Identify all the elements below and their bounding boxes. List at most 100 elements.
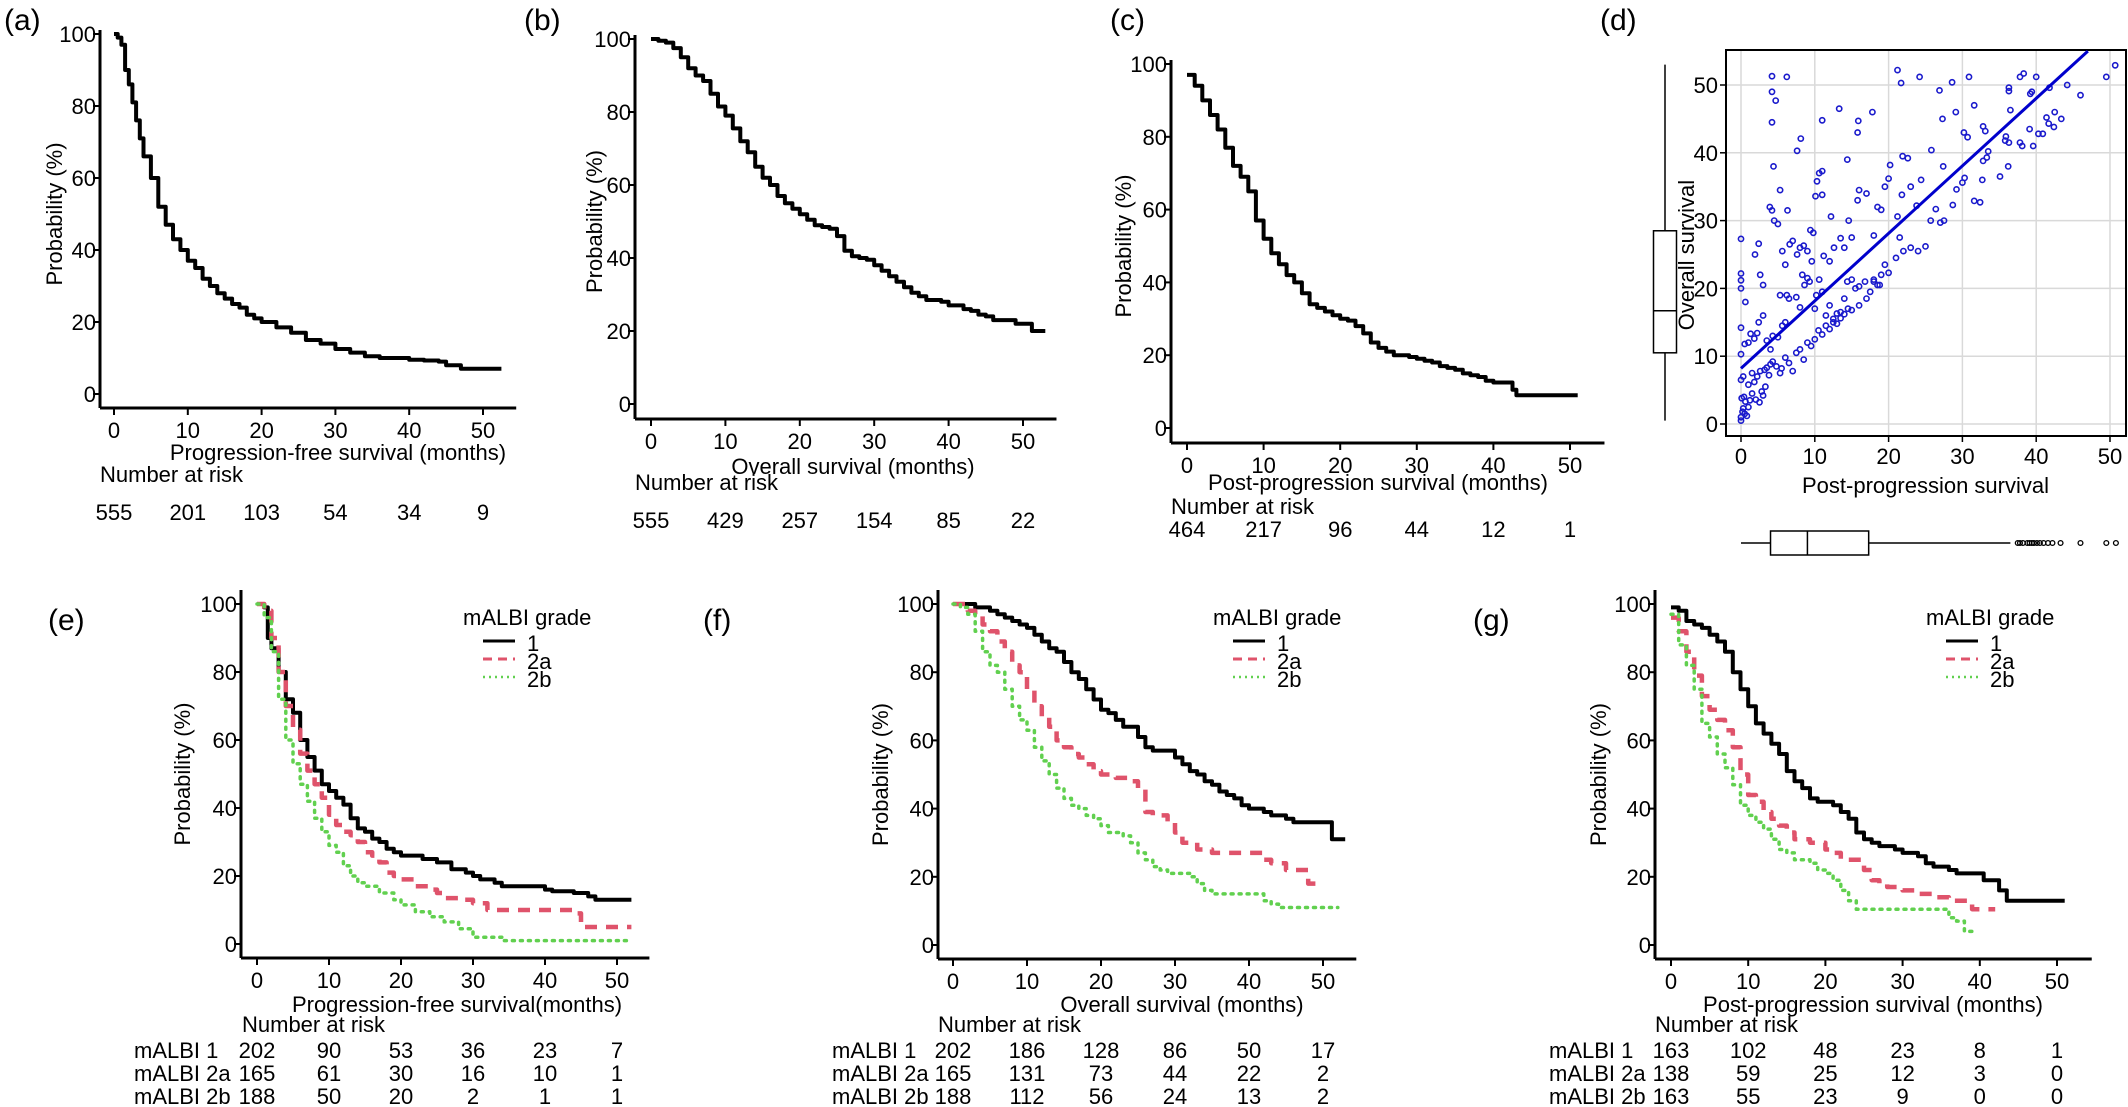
box [1652, 230, 1678, 354]
y-tick-label: 40 [1627, 797, 1651, 822]
scatter-point [1792, 293, 1800, 301]
y-axis-label: Probability (%) [1111, 174, 1136, 317]
scatter-point [1770, 217, 1778, 224]
scatter-point [1755, 240, 1763, 248]
scatter-point [2057, 115, 2065, 123]
x-tick-label: 10 [1015, 969, 1039, 994]
risk-value: 188 [239, 1084, 276, 1107]
scatter-point [1750, 378, 1758, 386]
x-tick-label: 30 [1950, 444, 1974, 469]
y-tick-label: 40 [910, 797, 934, 822]
scatter-point [1784, 206, 1791, 214]
risk-row-label: mALBI 2a [1549, 1061, 1646, 1086]
outlier-point [2033, 539, 2040, 547]
scatter-point [2001, 137, 2009, 144]
scatter-point [1855, 282, 1863, 290]
outlier-point [2077, 539, 2084, 547]
y-tick-label: 80 [1627, 660, 1651, 685]
scatter-point [1922, 242, 1929, 250]
outlier-point [2057, 539, 2064, 547]
scatter-point [1737, 284, 1745, 292]
risk-value: 20 [389, 1084, 413, 1107]
y-axis-label: Probability (%) [42, 142, 67, 285]
risk-value: 44 [1405, 517, 1429, 542]
risk-value: 1 [1564, 517, 1576, 542]
scatter-point [1833, 310, 1841, 317]
scatter-point [1877, 206, 1885, 214]
box [1769, 530, 1870, 556]
scatter-point [1855, 186, 1863, 194]
y-tick-label: 40 [607, 246, 631, 271]
y-tick-label: 0 [225, 932, 237, 957]
plot-background [1726, 50, 2126, 436]
risk-table-title: Number at risk [100, 462, 244, 487]
scatter-point [1881, 183, 1889, 191]
risk-value: 1 [611, 1061, 623, 1086]
scatter-point [1940, 217, 1948, 224]
y-tick-label: 100 [1614, 592, 1651, 617]
scatter-point [1833, 320, 1841, 328]
scatter-point [1837, 314, 1844, 322]
risk-row-label: mALBI 1 [832, 1038, 916, 1063]
legend-title: mALBI grade [463, 605, 591, 630]
risk-value: 59 [1736, 1061, 1760, 1086]
risk-value: 23 [533, 1038, 557, 1063]
risk-value: 17 [1311, 1038, 1335, 1063]
scatter-point [1737, 350, 1745, 358]
scatter-point [1978, 176, 1986, 184]
scatter-point [1826, 257, 1833, 265]
x-tick-label: 40 [936, 429, 960, 454]
scatter-point [1907, 183, 1915, 191]
regression-line [1739, 49, 2089, 370]
risk-table-title: Number at risk [1171, 494, 1315, 519]
scatter-point [1781, 318, 1789, 326]
scatter-point [1870, 276, 1878, 283]
scatter-point [1964, 133, 1971, 141]
y-tick-label: 80 [213, 660, 237, 685]
scatter-point [1745, 403, 1752, 411]
scatter-point [1778, 247, 1786, 255]
scatter-point [1768, 88, 1776, 96]
scatter-point [1953, 185, 1960, 193]
y-tick-label: 80 [1143, 125, 1167, 150]
panel-label: (a) [4, 4, 41, 37]
risk-value: 1 [611, 1084, 623, 1107]
risk-value: 50 [1237, 1038, 1261, 1063]
y-tick-label: 30 [1694, 209, 1718, 234]
scatter-point [1907, 244, 1915, 252]
x-axis-label: Progression-free survival (months) [170, 440, 506, 465]
scatter-point [1970, 101, 1978, 109]
panel-label: (g) [1473, 604, 1510, 637]
y-axis-label: Probability (%) [170, 702, 195, 845]
scatter-point [1774, 220, 1782, 228]
scatter-point [1793, 251, 1801, 258]
risk-value: 10 [533, 1061, 557, 1086]
scatter-point [1827, 213, 1835, 220]
y-tick-label: 60 [910, 728, 934, 753]
scatter-point [1753, 329, 1761, 337]
risk-value: 34 [397, 500, 421, 525]
legend-entry-2a: 2a [1990, 649, 2015, 674]
scatter-point [1877, 271, 1885, 279]
risk-value: 2 [1317, 1061, 1329, 1086]
scatter-point [1759, 281, 1767, 289]
scatter-point [1742, 398, 1749, 405]
panel-b: (b) 0 10 20 30 40 50 0 20 40 60 80 100 Probability (%… [524, 4, 1057, 533]
scatter-point [1830, 244, 1838, 252]
scatter-point [1826, 301, 1833, 309]
panel-f: (f) 0 10 20 30 40 50 0 20 40 60 80 100 Probability (%… [703, 590, 1357, 1107]
scatter-point [1818, 116, 1826, 124]
risk-value: 163 [1653, 1084, 1690, 1107]
risk-value: 165 [935, 1061, 972, 1086]
risk-value: 36 [461, 1038, 485, 1063]
scatter-point [1785, 359, 1793, 367]
scatter-point [1829, 315, 1837, 323]
scatter-point [1983, 154, 1991, 161]
x-tick-label: 20 [1813, 969, 1837, 994]
scatter-point [1800, 242, 1808, 250]
risk-table-title: Number at risk [1655, 1012, 1799, 1037]
risk-value: 0 [2051, 1061, 2063, 1086]
risk-row-label: mALBI 2a [134, 1061, 231, 1086]
scatter-point [1742, 298, 1749, 306]
